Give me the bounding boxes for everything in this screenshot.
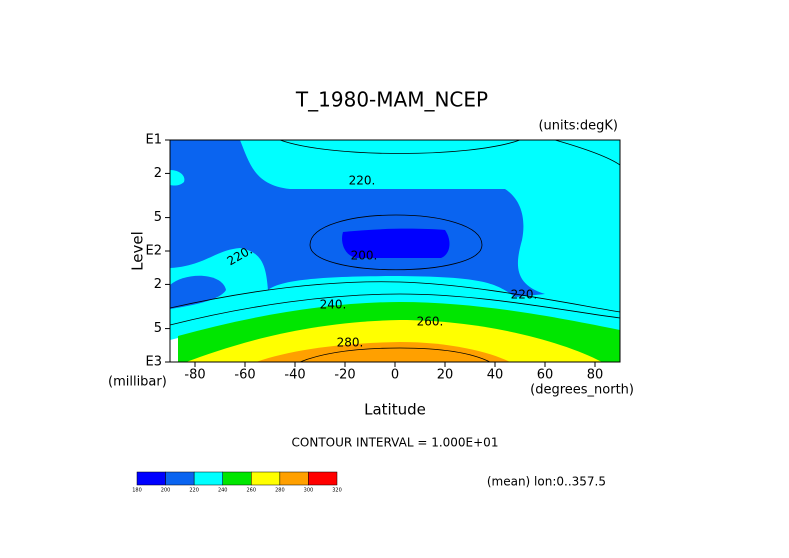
x-tick-label: 60 [537,368,554,383]
colorbar-box [308,471,338,486]
contour-lines [169,139,621,363]
colorbar-label: 260 [247,488,257,494]
contour-line [169,293,621,326]
x-tick-label: 80 [587,368,604,383]
y-tick-label: E1 [146,133,163,148]
contour-band [256,342,510,362]
colorbar-label: 320 [332,488,342,494]
contour-line [279,139,521,154]
x-tick-label: -60 [234,368,255,383]
colorbar-box [251,471,281,486]
contour-label: 200. [351,249,378,263]
y-tick-label: 2 [154,166,162,181]
colorbar-label: 300 [304,488,314,494]
colorbar-box [279,471,309,486]
colorbar-label: 200 [161,488,171,494]
contour-label: 280. [337,336,364,350]
x-axis-label: Latitude [364,401,426,419]
contour-band [186,320,602,362]
x-tick-label: 20 [437,368,454,383]
x-tick-label: -20 [334,368,355,383]
contour-line [554,139,621,166]
y-unit-label: (millibar) [108,375,167,390]
y-axis-label: Level [129,231,147,271]
y-tick-label: 5 [154,321,162,336]
x-tick-label: -80 [184,368,205,383]
contour-line [309,214,483,271]
colorbar-box [136,471,166,486]
contour-band [342,228,450,258]
contour-label: 220. [349,174,376,188]
contour-fields [170,140,620,362]
y-tick-label: E3 [146,355,163,370]
x-tick-label: 40 [487,368,504,383]
contour-line [299,347,491,363]
contour-band [170,170,185,186]
contour-interval: CONTOUR INTERVAL = 1.000E+01 [292,436,499,450]
x-tick-label: 0 [391,368,399,383]
contour-line [169,281,621,313]
contour-label: 240. [320,298,347,312]
colorbar-label: 280 [275,488,285,494]
contour-label: 260. [417,315,444,329]
colorbar-box [222,471,252,486]
colorbar-box [193,471,223,486]
contour-band [170,140,545,297]
x-unit-label: (degrees_north) [530,383,634,398]
colorbar-label: 180 [132,488,142,494]
y-tick-label: E2 [146,244,163,259]
units-label: (units:degK) [538,119,618,134]
y-tick-label: 2 [154,277,162,292]
chart-title: T_1980-MAM_NCEP [295,88,488,112]
colorbar-label: 220 [189,488,199,494]
contour-label: 220. [511,288,538,302]
y-tick-label: 5 [154,210,162,225]
x-tick-label: -40 [284,368,305,383]
contour-band [170,275,226,309]
colorbar-label: 240 [218,488,228,494]
footnote: (mean) lon:0..357.5 [487,475,606,489]
colorbar-box [165,471,195,486]
missing-data [170,338,178,362]
